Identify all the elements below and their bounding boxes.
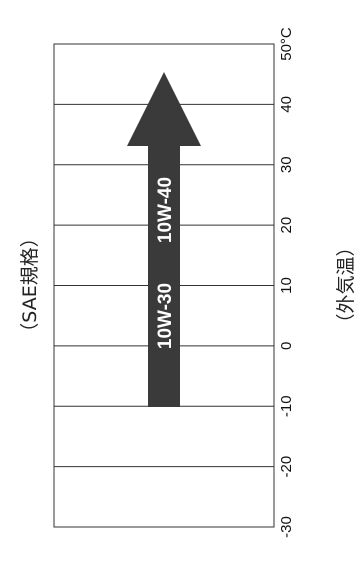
- temperature-tick-label: 10: [278, 277, 295, 294]
- temperature-tick-label: -30: [278, 516, 295, 538]
- arrow-head: [127, 72, 201, 146]
- grade-label-10w40: 10W-40: [155, 177, 176, 243]
- temperature-tick-label: 20: [278, 217, 295, 234]
- sae-standard-label: （SAE規格）: [19, 228, 41, 341]
- temperature-tick-label: -10: [278, 395, 295, 417]
- temperature-tick-label: 30: [278, 156, 295, 173]
- grid-lines: [54, 103, 274, 468]
- temperature-tick-label: 0: [278, 342, 295, 350]
- outside-temperature-label: （外気温）: [335, 237, 357, 332]
- arrow-shaft: [148, 146, 180, 407]
- temperature-ticks: -30 -20 -10 0 10 20 30 40 50°C: [278, 27, 295, 538]
- temperature-tick-label: 40: [278, 96, 295, 113]
- temperature-tick-label: -20: [278, 456, 295, 478]
- temperature-tick-label: 50°C: [278, 27, 295, 61]
- grade-label-10w30: 10W-30: [155, 283, 176, 349]
